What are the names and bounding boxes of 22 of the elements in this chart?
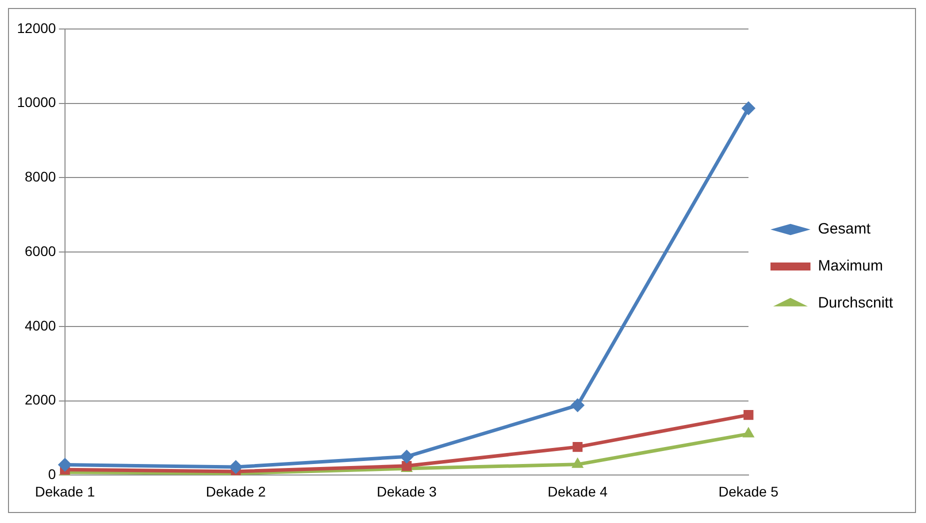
point [228, 460, 243, 474]
point [400, 450, 414, 464]
point [58, 458, 72, 472]
x-tick-label: Dekade 1 [34, 483, 96, 500]
y-tick-label: 4000 [24, 317, 56, 334]
x-tick-label: Dekade 2 [206, 483, 266, 500]
legend-label: Durchscnitt [818, 294, 894, 312]
y-tick-label: 0 [48, 466, 56, 482]
y-tick-label: 10000 [16, 94, 56, 110]
x-tick-label: Dekade 3 [376, 483, 437, 500]
point [744, 410, 754, 420]
x-tick-label: Dekade 4 [548, 483, 608, 500]
point [572, 442, 583, 452]
y-tick-label: 8000 [24, 168, 56, 185]
y-tick-label: 12000 [16, 20, 56, 36]
legend-label: Maximum [818, 258, 883, 275]
x-tick-label: Dekade 5 [718, 483, 779, 500]
point [570, 398, 585, 412]
y-tick-label: 2000 [24, 392, 56, 408]
y-tick-label: 6000 [24, 242, 56, 259]
legend-label: Gesamt [818, 220, 872, 238]
point [741, 101, 756, 116]
